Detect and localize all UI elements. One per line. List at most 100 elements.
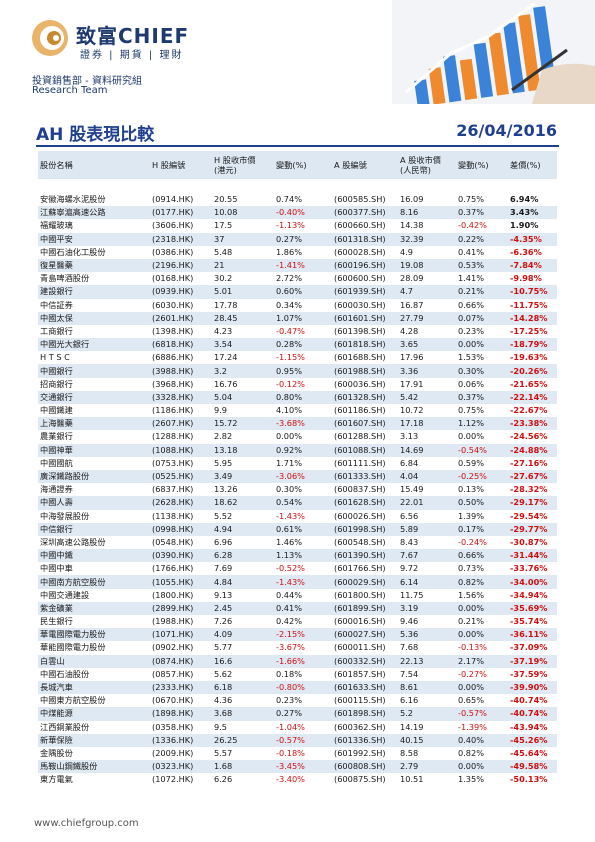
department-label: 投資銷售部 - 資料研究組	[32, 76, 142, 87]
cell-premium: -50.13%	[508, 773, 557, 787]
cell-h-code: (3988.HK)	[150, 364, 212, 378]
cell-a-change: 0.82%	[456, 575, 508, 589]
cell-premium: -27.67%	[508, 469, 557, 484]
cell-a-code: (600332.SH)	[332, 654, 398, 668]
cell-h-price: 30.2	[212, 272, 274, 286]
cell-premium: -29.77%	[508, 522, 557, 536]
table-row: 中國國航 (0753.HK) 5.95 1.71% (601111.SH) 6.84 0.5…	[38, 456, 557, 470]
cell-h-code: (2196.HK)	[150, 258, 212, 273]
cell-premium: -39.90%	[508, 680, 557, 695]
cell-name: 華能國際電力股份	[38, 641, 150, 655]
cell-a-change: 0.41%	[456, 245, 508, 259]
cell-a-price: 6.56	[398, 509, 456, 523]
cell-premium: -4.35%	[508, 232, 557, 246]
cell-a-code: (601390.SH)	[332, 549, 398, 563]
table-row: 中海發展股份 (1138.HK) 5.52 -1.43% (600026.SH) 6.56…	[38, 509, 557, 523]
cell-h-price: 9.13	[212, 588, 274, 602]
cell-h-code: (2601.HK)	[150, 311, 212, 325]
title-divider	[36, 145, 559, 147]
cell-h-price: 17.5	[212, 219, 274, 233]
table-row: 中國鐵建 (1186.HK) 9.9 4.10% (601186.SH) 10.72 0.7…	[38, 404, 557, 418]
cell-a-price: 14.19	[398, 720, 456, 734]
cell-h-code: (2899.HK)	[150, 601, 212, 615]
cell-h-price: 3.2	[212, 364, 274, 378]
cell-a-price: 19.08	[398, 258, 456, 273]
cell-h-price: 26.25	[212, 733, 274, 747]
cell-h-code: (1288.HK)	[150, 430, 212, 444]
cell-name: 中國交通建設	[38, 588, 150, 602]
cell-h-price: 17.24	[212, 351, 274, 365]
table-row: 華電國際電力股份 (1071.HK) 4.09 -2.15% (600027.SH) 5.…	[38, 628, 557, 642]
cell-a-price: 5.2	[398, 707, 456, 721]
cell-a-change: 1.39%	[456, 509, 508, 523]
cell-h-code: (1898.HK)	[150, 707, 212, 721]
cell-h-change: 0.18%	[274, 667, 332, 681]
cell-premium: -29.17%	[508, 496, 557, 510]
table-row: 中國中鐵 (0390.HK) 6.28 1.13% (601390.SH) 7.67 0.6…	[38, 549, 557, 563]
cell-h-change: -3.45%	[274, 760, 332, 774]
table-row: 中國中車 (1766.HK) 7.69 -0.52% (601766.SH) 9.72 0.…	[38, 562, 557, 576]
cell-name: 中國南方航空股份	[38, 575, 150, 589]
cell-h-code: (0525.HK)	[150, 469, 212, 484]
cell-name: 江西銅業股份	[38, 720, 150, 734]
cell-h-code: (1055.HK)	[150, 575, 212, 589]
cell-a-change: 0.00%	[456, 680, 508, 695]
cell-a-code: (601988.SH)	[332, 364, 398, 378]
cell-name: 交通銀行	[38, 390, 150, 404]
cell-a-change: -1.39%	[456, 720, 508, 734]
cell-a-price: 8.58	[398, 746, 456, 761]
cell-h-change: -1.13%	[274, 219, 332, 233]
table-row: 青島啤酒股份 (0168.HK) 30.2 2.72% (600600.SH) 28.09…	[38, 272, 557, 286]
swirl-logo-icon	[32, 20, 68, 56]
cell-h-change: -0.18%	[274, 746, 332, 761]
cell-a-change: 2.17%	[456, 654, 508, 668]
brand-tagline: 證券 | 期貨 | 理財	[80, 50, 184, 61]
cell-h-price: 4.23	[212, 324, 274, 339]
cell-premium: -22.14%	[508, 390, 557, 404]
cell-h-price: 28.45	[212, 311, 274, 325]
cell-a-price: 6.84	[398, 456, 456, 470]
cell-h-change: 1.46%	[274, 535, 332, 550]
table-row: 華能國際電力股份 (0902.HK) 5.77 -3.67% (600011.SH) 7.…	[38, 641, 557, 655]
cell-name: 中煤能源	[38, 707, 150, 721]
cell-h-code: (1186.HK)	[150, 404, 212, 418]
cell-a-code: (601899.SH)	[332, 601, 398, 615]
cell-a-code: (601818.SH)	[332, 338, 398, 352]
cell-h-code: (1988.HK)	[150, 615, 212, 629]
cell-a-code: (600196.SH)	[332, 258, 398, 273]
cell-h-code: (0390.HK)	[150, 549, 212, 563]
cell-h-change: 1.13%	[274, 549, 332, 563]
col-premium: 差價(%)	[508, 151, 557, 179]
cell-h-price: 4.36	[212, 694, 274, 708]
cell-a-change: 0.82%	[456, 746, 508, 761]
cell-a-code: (601992.SH)	[332, 746, 398, 761]
cell-premium: -40.74%	[508, 707, 557, 721]
cell-a-price: 9.72	[398, 562, 456, 576]
cell-name: 建設銀行	[38, 285, 150, 299]
col-h-change: 變動(%)	[274, 151, 332, 179]
table-row: 紫金礦業 (2899.HK) 2.45 0.41% (601899.SH) 3.19 0.0…	[38, 601, 557, 615]
cell-h-change: -0.52%	[274, 562, 332, 576]
brand-logo: 致富CHIEF 證券 | 期貨 | 理財	[30, 16, 230, 66]
cell-a-price: 8.43	[398, 535, 456, 550]
cell-h-code: (6818.HK)	[150, 338, 212, 352]
cell-premium: -37.19%	[508, 654, 557, 668]
cell-a-price: 3.65	[398, 338, 456, 352]
cell-a-change: 1.35%	[456, 773, 508, 787]
cell-a-change: 0.07%	[456, 311, 508, 325]
cell-h-change: -1.04%	[274, 720, 332, 734]
cell-h-price: 6.18	[212, 680, 274, 695]
cell-h-price: 6.28	[212, 549, 274, 563]
cell-premium: -45.26%	[508, 733, 557, 747]
cell-h-price: 16.6	[212, 654, 274, 668]
cell-h-price: 18.62	[212, 496, 274, 510]
cell-a-code: (600875.SH)	[332, 773, 398, 787]
cell-h-change: 0.28%	[274, 338, 332, 352]
cell-h-code: (1398.HK)	[150, 324, 212, 339]
cell-a-change: 0.37%	[456, 206, 508, 220]
table-section-header: AH 股差價一覽 （滬市）	[38, 179, 557, 193]
cell-a-change: 0.66%	[456, 298, 508, 312]
cell-premium: -37.09%	[508, 641, 557, 655]
cell-a-price: 7.54	[398, 667, 456, 681]
cell-a-change: 0.21%	[456, 285, 508, 299]
